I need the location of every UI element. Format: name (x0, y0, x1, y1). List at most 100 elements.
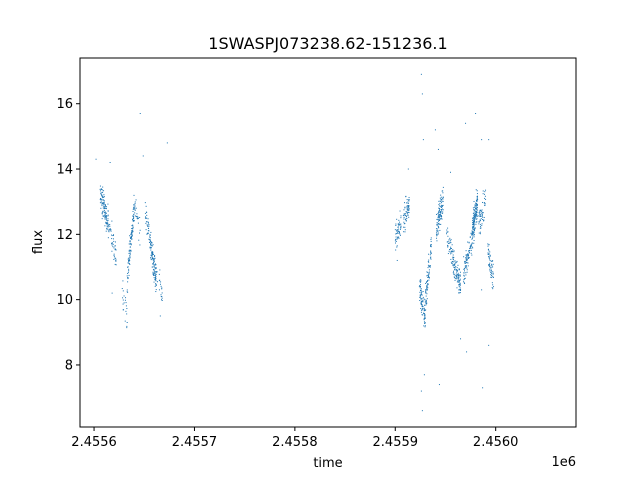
data-point (419, 281, 421, 283)
data-point (407, 211, 409, 213)
data-point (110, 230, 112, 232)
data-point (453, 266, 455, 268)
data-point (405, 214, 407, 216)
data-point (395, 239, 397, 241)
data-point (428, 261, 430, 263)
data-point (104, 218, 106, 220)
data-point (471, 242, 473, 244)
data-point (437, 220, 439, 222)
data-point (474, 217, 476, 219)
data-point (476, 210, 478, 212)
data-point (469, 246, 471, 248)
data-point (130, 236, 132, 238)
data-point (408, 212, 410, 214)
data-point (472, 223, 474, 225)
data-point (459, 292, 461, 294)
data-point (454, 262, 456, 264)
data-point (427, 279, 429, 281)
data-point (424, 322, 426, 324)
outlier-point (142, 155, 144, 157)
data-point (129, 240, 131, 242)
data-point (101, 189, 103, 191)
data-point (435, 231, 437, 233)
data-point (112, 246, 114, 248)
data-point (152, 261, 154, 263)
data-point (451, 244, 453, 246)
data-point (136, 215, 138, 217)
data-point (476, 221, 478, 223)
data-point (408, 197, 410, 199)
data-point (475, 208, 477, 210)
data-point (127, 281, 129, 283)
data-point (458, 268, 460, 270)
data-point (429, 257, 431, 259)
data-point (135, 199, 137, 201)
data-point (421, 314, 423, 316)
data-point (477, 199, 479, 201)
data-point (428, 253, 430, 255)
data-point (100, 207, 102, 209)
data-point (491, 277, 493, 279)
data-point (154, 255, 156, 257)
data-point (396, 230, 398, 232)
data-point (458, 280, 460, 282)
data-point (458, 281, 460, 283)
outlier-point (407, 168, 409, 170)
data-point (155, 283, 157, 285)
data-point (148, 224, 150, 226)
data-point (405, 218, 407, 220)
data-point (421, 304, 423, 306)
data-point (154, 268, 156, 270)
data-point (465, 262, 467, 264)
data-point (440, 194, 442, 196)
data-point (102, 210, 104, 212)
data-point (421, 309, 423, 311)
outlier-point (466, 351, 468, 353)
outlier-point (460, 338, 462, 340)
data-point (468, 257, 469, 259)
data-point (161, 297, 163, 299)
data-point (459, 285, 461, 287)
data-point (471, 246, 473, 248)
data-point (404, 214, 406, 216)
data-point (465, 258, 467, 260)
data-point (406, 206, 408, 208)
data-point (471, 254, 473, 256)
data-point (453, 264, 455, 266)
data-point (436, 224, 438, 226)
data-point (115, 257, 117, 259)
data-point (144, 217, 146, 219)
data-point (137, 222, 139, 224)
data-point (435, 228, 437, 230)
data-point (471, 232, 473, 234)
data-point (404, 231, 406, 233)
data-point (149, 237, 151, 239)
data-point (109, 228, 111, 230)
data-point (126, 325, 128, 327)
data-point (152, 273, 154, 275)
data-point (466, 269, 468, 271)
data-point (403, 221, 405, 223)
data-point (473, 214, 475, 216)
data-point (420, 284, 422, 286)
data-point (154, 264, 156, 266)
data-point (101, 199, 103, 201)
data-point (482, 219, 484, 221)
data-point (450, 247, 452, 249)
data-point (481, 224, 483, 226)
data-point (488, 264, 490, 266)
data-point (442, 192, 444, 194)
data-point (422, 296, 424, 298)
outlier-point (166, 142, 168, 144)
data-point (455, 277, 457, 279)
data-point (440, 212, 442, 214)
data-point (115, 260, 117, 262)
data-point (430, 253, 432, 255)
data-point (440, 201, 442, 203)
data-point (479, 220, 481, 222)
data-point (436, 233, 438, 235)
data-point (99, 197, 101, 199)
data-point (394, 229, 396, 231)
data-point (491, 287, 493, 289)
data-point (466, 257, 468, 259)
